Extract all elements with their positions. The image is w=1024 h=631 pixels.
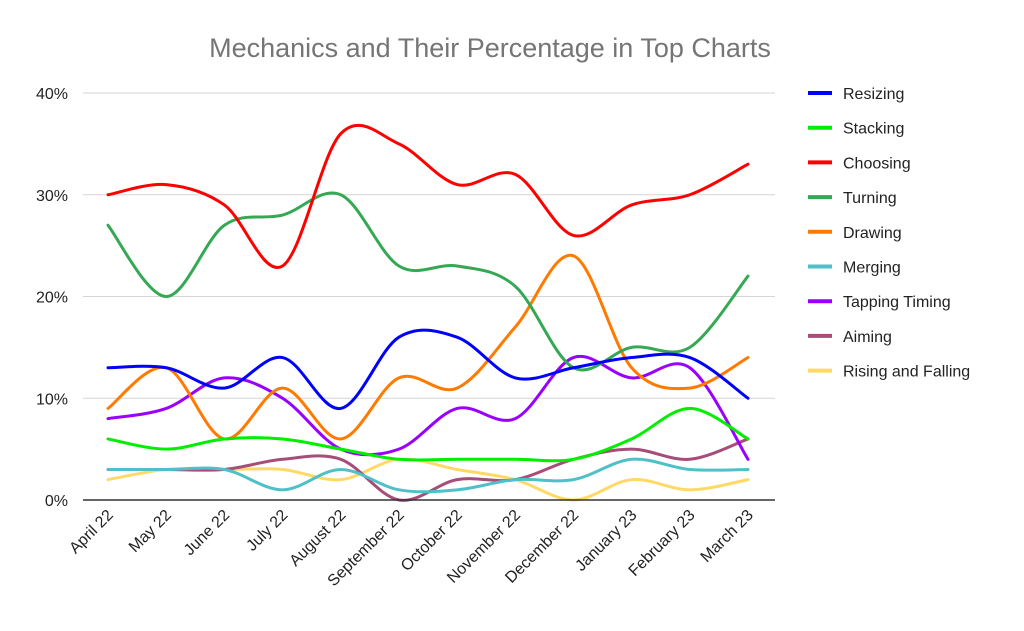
series-line-merging: [106, 457, 750, 494]
x-tick-label: May 22: [126, 507, 175, 556]
legend-label-tapping-timing: Tapping Timing: [843, 294, 951, 311]
gridlines: [83, 92, 775, 399]
series-lines: [106, 123, 750, 502]
y-tick-label: 10%: [36, 391, 68, 408]
x-tick-label: June 22: [181, 507, 233, 559]
y-axis-ticks: 0% 10% 20% 30% 40%: [36, 86, 68, 510]
legend-label-resizing: Resizing: [843, 86, 904, 103]
series-line-resizing: [106, 328, 750, 410]
series-line-stacking: [106, 406, 750, 463]
legend-label-aiming: Aiming: [843, 329, 892, 346]
legend: Resizing Stacking Choosing Turning Drawing Me…: [808, 86, 970, 381]
y-tick-label: 0%: [45, 493, 68, 510]
x-tick-label: August 22: [287, 507, 350, 570]
series-line-choosing: [106, 123, 750, 269]
series-line-drawing: [106, 253, 750, 441]
series-line-tapping-timing: [106, 354, 750, 461]
legend-label-rising-and-falling: Rising and Falling: [843, 364, 970, 381]
x-tick-label: March 23: [698, 507, 757, 566]
x-tick-label: July 22: [244, 507, 292, 555]
legend-label-merging: Merging: [843, 260, 901, 277]
y-tick-label: 40%: [36, 86, 68, 103]
series-line-turning: [106, 191, 750, 372]
legend-label-turning: Turning: [843, 190, 897, 207]
y-tick-label: 30%: [36, 188, 68, 205]
legend-label-stacking: Stacking: [843, 121, 904, 138]
chart-title: Mechanics and Their Percentage in Top Ch…: [209, 33, 771, 63]
x-tick-label: April 22: [66, 507, 116, 557]
legend-label-drawing: Drawing: [843, 225, 902, 242]
y-tick-label: 20%: [36, 290, 68, 307]
legend-label-choosing: Choosing: [843, 155, 911, 172]
